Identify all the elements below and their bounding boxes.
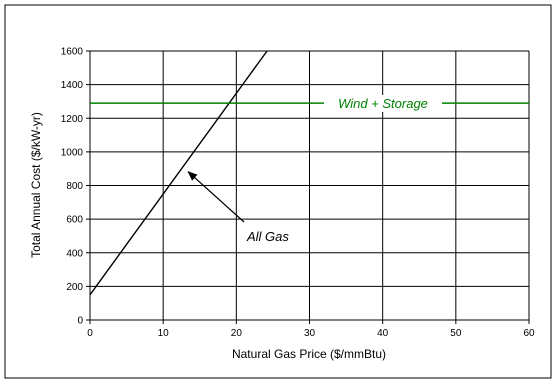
y-tick-label-2: 400	[66, 248, 83, 259]
x-axis-label: Natural Gas Price ($/mmBtu)	[232, 347, 386, 361]
series-line-all-gas	[89, 50, 268, 296]
y-tick-label-4: 800	[66, 181, 83, 192]
x-tick-label-5: 50	[450, 328, 462, 339]
x-tick-label-6: 60	[523, 328, 535, 339]
y-tick-label-7: 1400	[61, 80, 84, 91]
ticks: 0 10 20 30 40 50 60020040060080010001200140016…	[61, 47, 535, 340]
x-tick-label-4: 40	[377, 328, 389, 339]
x-tick-label-2: 20	[231, 328, 243, 339]
y-tick-label-8: 1600	[61, 47, 84, 58]
y-tick-label-0: 0	[77, 316, 83, 327]
x-tick-label-0: 0	[87, 328, 93, 339]
x-tick-label-1: 10	[158, 328, 170, 339]
y-tick-label-6: 1200	[61, 114, 84, 125]
grid	[89, 50, 530, 321]
wind-storage-label-bg	[324, 95, 442, 112]
y-tick-label-1: 200	[66, 282, 83, 293]
y-axis-label: Total Annual Cost ($/kW-yr)	[29, 112, 43, 258]
all-gas-arrow	[187, 171, 245, 223]
x-tick-label-3: 30	[304, 328, 316, 339]
y-tick-label-5: 1000	[61, 147, 84, 158]
annotations: Wind + Storage All Gas	[187, 95, 442, 244]
all-gas-label: All Gas	[246, 229, 289, 244]
series-layer	[89, 50, 529, 296]
y-tick-label-3: 600	[66, 215, 83, 226]
wind-storage-label: Wind + Storage	[338, 96, 428, 111]
